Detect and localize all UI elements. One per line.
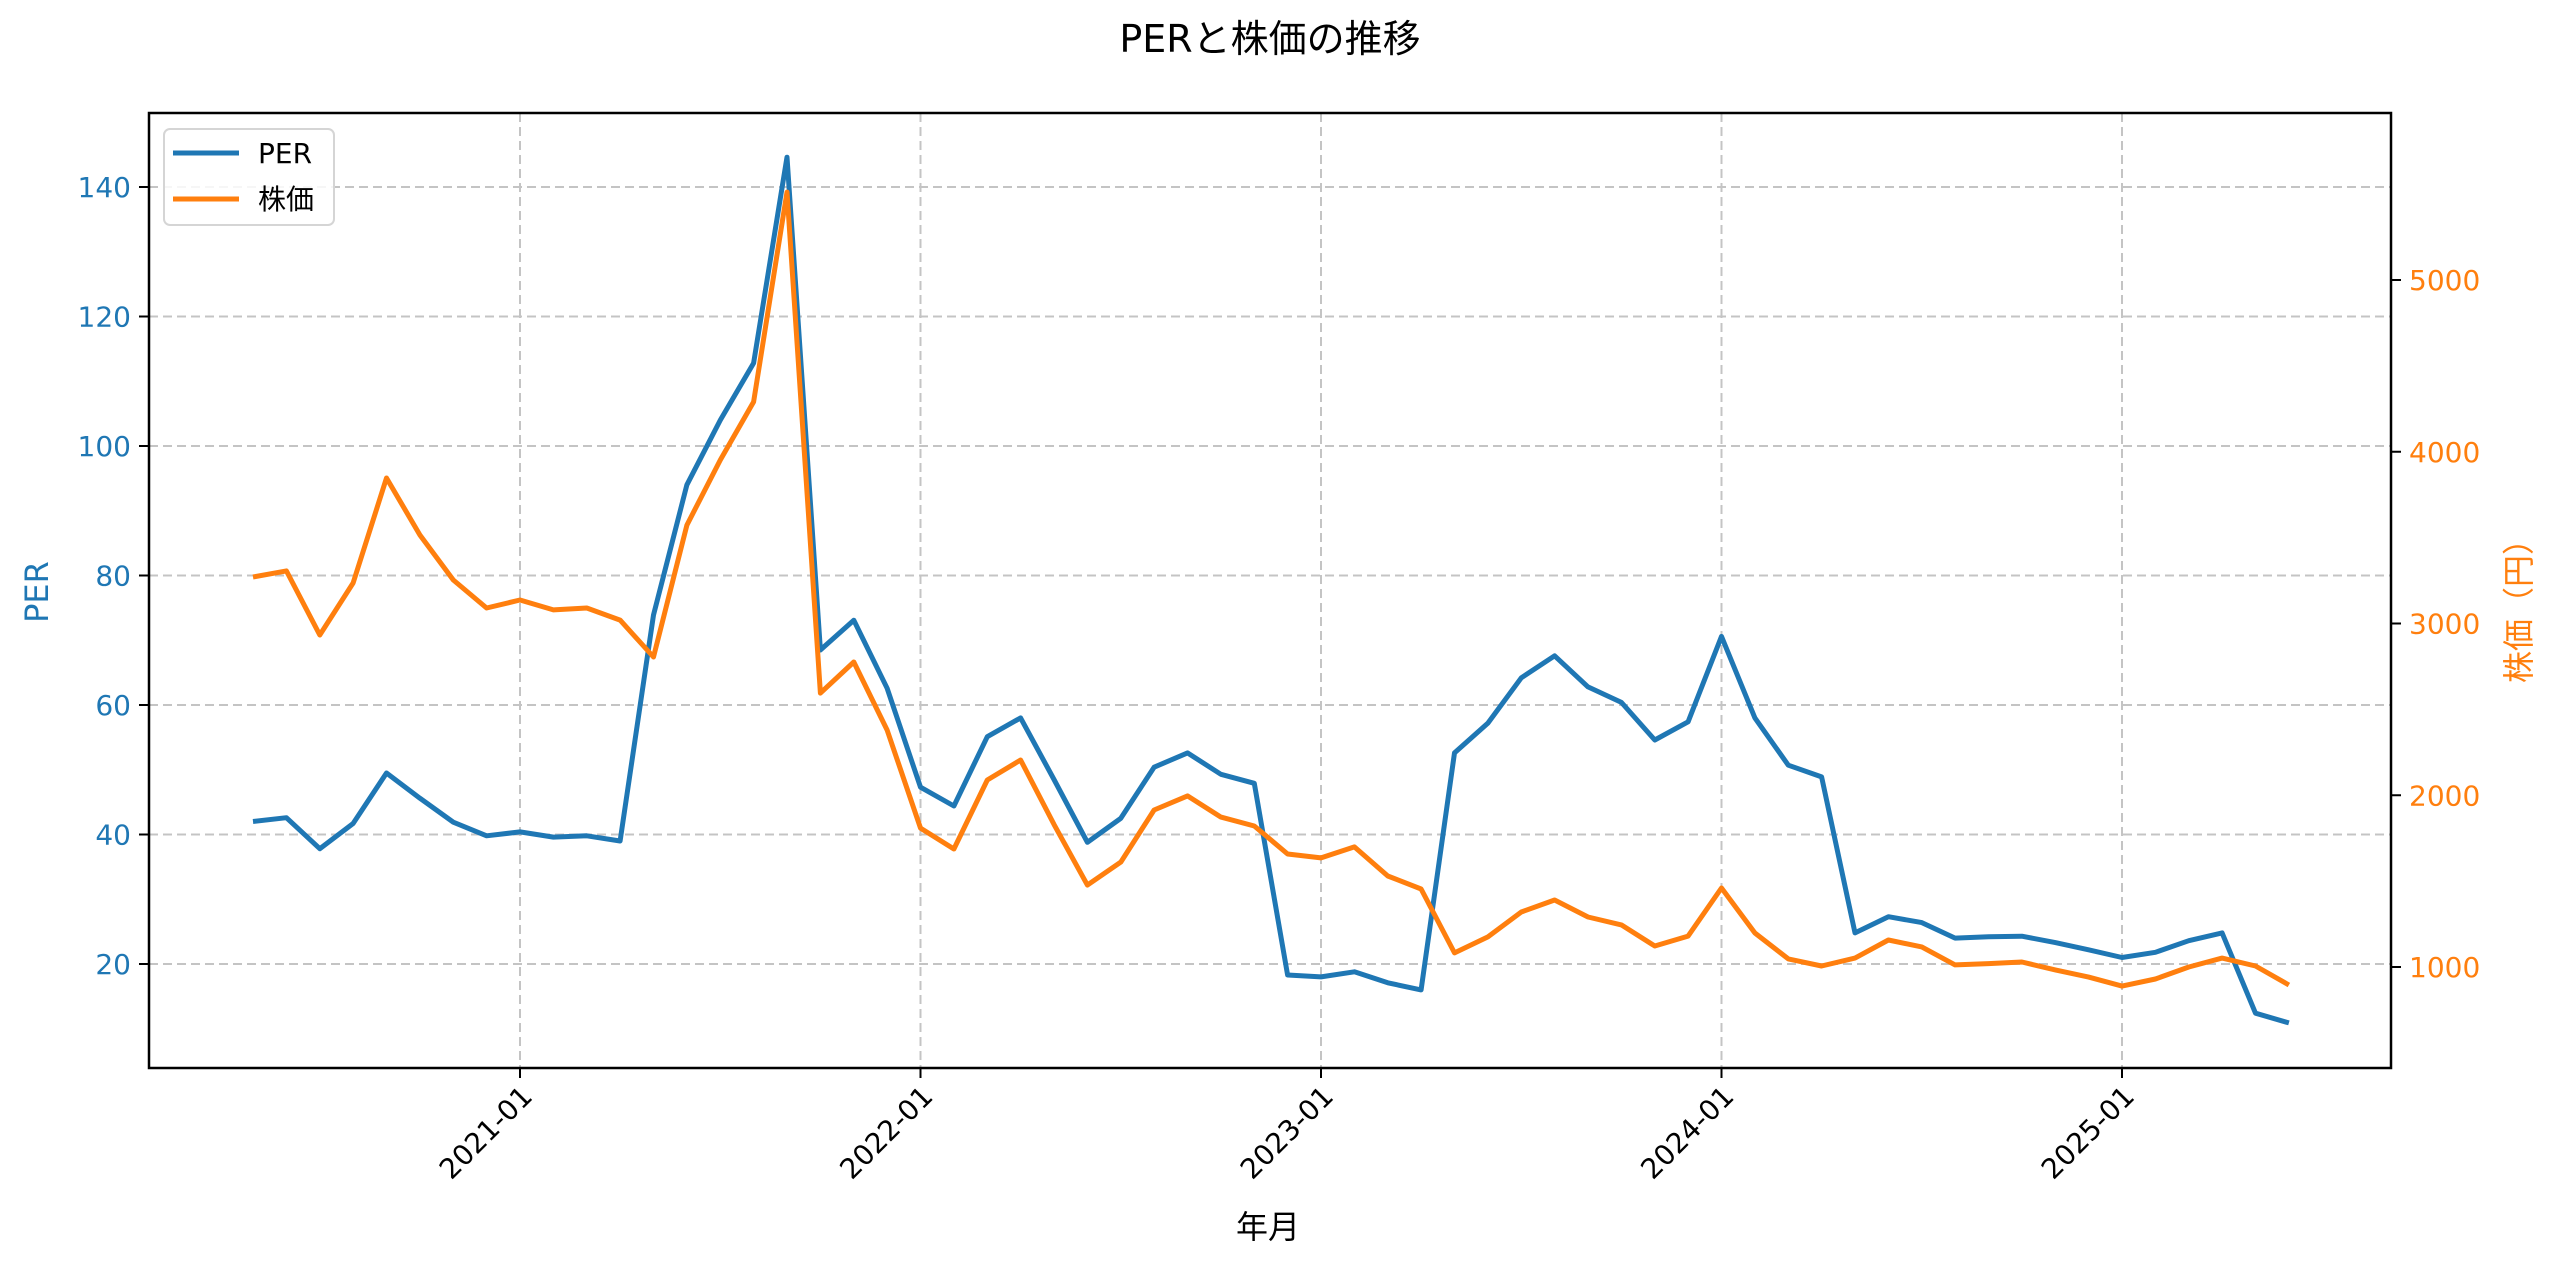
y-left-tick-label: 20	[95, 948, 131, 981]
y-right-tick-label: 4000	[2409, 436, 2480, 469]
legend-per-label: PER	[258, 137, 312, 170]
plot-area	[252, 154, 2291, 1026]
x-axis-label: 年月	[1236, 1208, 1300, 1246]
legend-price-label: 株価	[258, 183, 314, 216]
y-axis-right: 1000 2000 3000 4000 5000	[2391, 264, 2480, 984]
chart-title: PERと株価の推移	[1119, 17, 1420, 61]
y-axis-left-label: PER	[18, 561, 56, 623]
y-right-tick-label: 5000	[2409, 264, 2480, 297]
y-right-tick-label: 2000	[2409, 779, 2480, 812]
y-axis-right-label: 株価（円）	[2500, 523, 2538, 683]
y-right-tick-label: 3000	[2409, 608, 2480, 641]
y-left-tick-label: 80	[95, 560, 131, 593]
legend: PER 株価	[163, 128, 335, 226]
y-right-tick-label: 1000	[2409, 951, 2480, 984]
y-left-tick-label: 140	[78, 171, 131, 204]
y-left-tick-label: 120	[78, 301, 131, 334]
y-axis-left: 20 40 60 80 100 120 140	[78, 171, 149, 981]
stock-price-line	[252, 189, 2291, 989]
axes-frame	[147, 111, 2393, 1070]
y-left-tick-label: 40	[95, 819, 131, 852]
y-left-tick-label: 60	[95, 689, 131, 722]
y-left-tick-label: 100	[78, 430, 131, 463]
per-line	[252, 154, 2290, 1026]
